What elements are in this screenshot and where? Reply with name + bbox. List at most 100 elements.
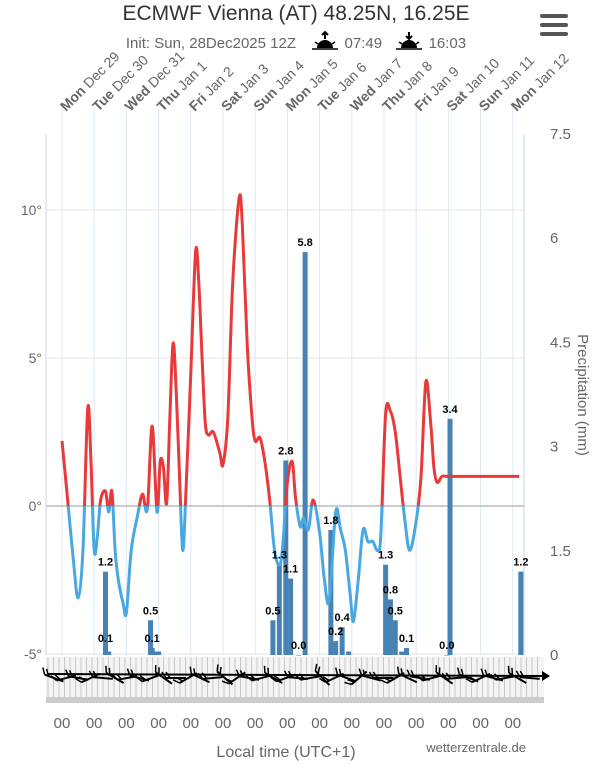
temperature-line-above-zero — [60, 193, 520, 506]
wind-barb — [111, 673, 138, 681]
wind-barb — [235, 669, 260, 681]
wind-row-background — [46, 657, 544, 697]
wind-barb — [50, 674, 77, 682]
precipitation-data-label: 0.4 — [334, 612, 350, 624]
chart-subtitle: Init: Sun, 28Dec2025 12Z 07:49 16:03 — [0, 30, 592, 56]
precipitation-bar — [302, 252, 308, 656]
precipitation-data-label: 1.1 — [283, 564, 298, 576]
hamburger-menu-icon[interactable] — [540, 14, 568, 36]
precipitation-data-label: 5.8 — [297, 237, 312, 249]
wind-barb — [172, 672, 198, 684]
x-tick-label-top: Sat Jan 10 — [443, 55, 502, 114]
precipitation-bar — [333, 641, 339, 655]
x-tick-label-top: Mon Jan 12 — [508, 50, 572, 114]
temperature-line-below-zero — [66, 506, 420, 623]
wind-barbs-row — [42, 657, 550, 703]
wind-barb — [465, 672, 491, 684]
wind-barb — [74, 672, 101, 684]
wind-barb — [334, 667, 357, 683]
wind-barb — [318, 672, 345, 684]
wind-baseline — [47, 673, 543, 677]
x-tick-label-bottom: 00 — [215, 715, 232, 732]
wind-barb — [126, 668, 150, 682]
wind-barb — [105, 665, 125, 684]
precipitation-bar — [296, 655, 302, 656]
x-tick-label-top: Thu Jan 1 — [153, 58, 210, 115]
x-tick-label-bottom: 00 — [504, 715, 521, 732]
sunset-icon — [394, 30, 424, 56]
wind-barb — [245, 674, 272, 682]
precipitation-bar — [346, 651, 352, 655]
y-axis-right-title: Precipitation (mm) — [574, 334, 591, 456]
precipitation-bar — [276, 564, 282, 655]
y-tick-label-right: 0 — [550, 647, 558, 664]
wind-barb — [456, 667, 479, 683]
wind-barb — [263, 665, 283, 684]
wind-barb — [216, 664, 234, 686]
wind-barb — [294, 673, 321, 681]
x-tick-label-bottom: 00 — [247, 715, 264, 732]
wind-barb — [515, 670, 540, 680]
x-tick-label-top: Sun Jan 11 — [475, 52, 537, 114]
x-tick-label-bottom: 00 — [150, 715, 167, 732]
y-tick-label-right: 7.5 — [550, 126, 571, 143]
x-tick-label-bottom: 00 — [279, 715, 296, 732]
sunrise-icon — [310, 30, 340, 56]
wind-barb — [380, 672, 405, 684]
precipitation-data-label: 2.8 — [278, 445, 293, 457]
y-tick-label-right: 6 — [550, 230, 558, 247]
wind-barb — [358, 668, 382, 682]
x-tick-label-bottom: 00 — [182, 715, 199, 732]
precipitation-bar — [149, 648, 155, 655]
wind-barb — [283, 670, 309, 680]
wind-barb — [135, 673, 162, 683]
x-tick-label-bottom: 00 — [472, 715, 489, 732]
wind-barb — [406, 669, 431, 681]
wind-barb — [64, 669, 89, 681]
precipitation-data-label: 0.0 — [439, 640, 454, 652]
y-axis-right: 0 1.5 3 4.5 6 7.5 — [550, 126, 571, 664]
x-tick-label-top: Thu Jan 8 — [379, 58, 436, 115]
x-tick-label-top: Wed Jan 7 — [347, 55, 406, 114]
precipitation-data-label: 1.3 — [378, 550, 393, 562]
wind-barb — [435, 665, 454, 685]
x-tick-label-top: Wed Dec 31 — [121, 48, 187, 114]
wind-barb — [344, 670, 368, 686]
precipitation-data-label: 0.1 — [145, 633, 160, 645]
precipitation-bar — [387, 599, 393, 655]
precipitation-data-label: 0.1 — [98, 633, 113, 645]
wind-arrow-head — [542, 671, 550, 681]
precipitation-data-label: 0.5 — [265, 605, 280, 617]
precipitation-data-label: 3.4 — [442, 404, 458, 416]
y-tick-label-left: 5° — [29, 350, 42, 366]
x-tick-label-bottom: 00 — [118, 715, 135, 732]
precipitation-bar — [288, 578, 294, 655]
precipitation-data-label: 0.2 — [328, 626, 343, 638]
precipitation-bar — [339, 627, 345, 655]
x-tick-label-bottom: 00 — [86, 715, 103, 732]
precipitation-bar — [447, 418, 453, 655]
y-tick-label-left: 10° — [21, 202, 42, 218]
precipitation-bar — [399, 651, 405, 655]
x-tick-label-top: Sat Jan 3 — [218, 60, 272, 114]
x-tick-label-top: Tue Jan 6 — [314, 59, 369, 114]
x-tick-label-top: Mon Jan 5 — [282, 55, 341, 114]
init-time: Init: Sun, 28Dec2025 12Z — [125, 34, 296, 52]
credit: wetterzentrale.de — [426, 740, 526, 755]
y-tick-label-right: 3 — [550, 439, 558, 456]
wind-barb — [314, 663, 331, 686]
precipitation-bar — [404, 648, 410, 655]
precipitation-data-label: 0.8 — [383, 584, 398, 596]
wind-barb — [189, 666, 210, 684]
sunset-time: 16:03 — [428, 34, 467, 52]
precipitation-bar — [383, 564, 389, 655]
precipitation-bar — [518, 571, 524, 655]
temperature-line — [60, 193, 520, 623]
wind-barb — [490, 673, 516, 681]
wind-barb — [480, 668, 504, 682]
grid — [45, 104, 525, 655]
wind-barb — [270, 673, 296, 683]
wind-barb — [368, 671, 394, 679]
precipitation-bar — [444, 655, 450, 656]
